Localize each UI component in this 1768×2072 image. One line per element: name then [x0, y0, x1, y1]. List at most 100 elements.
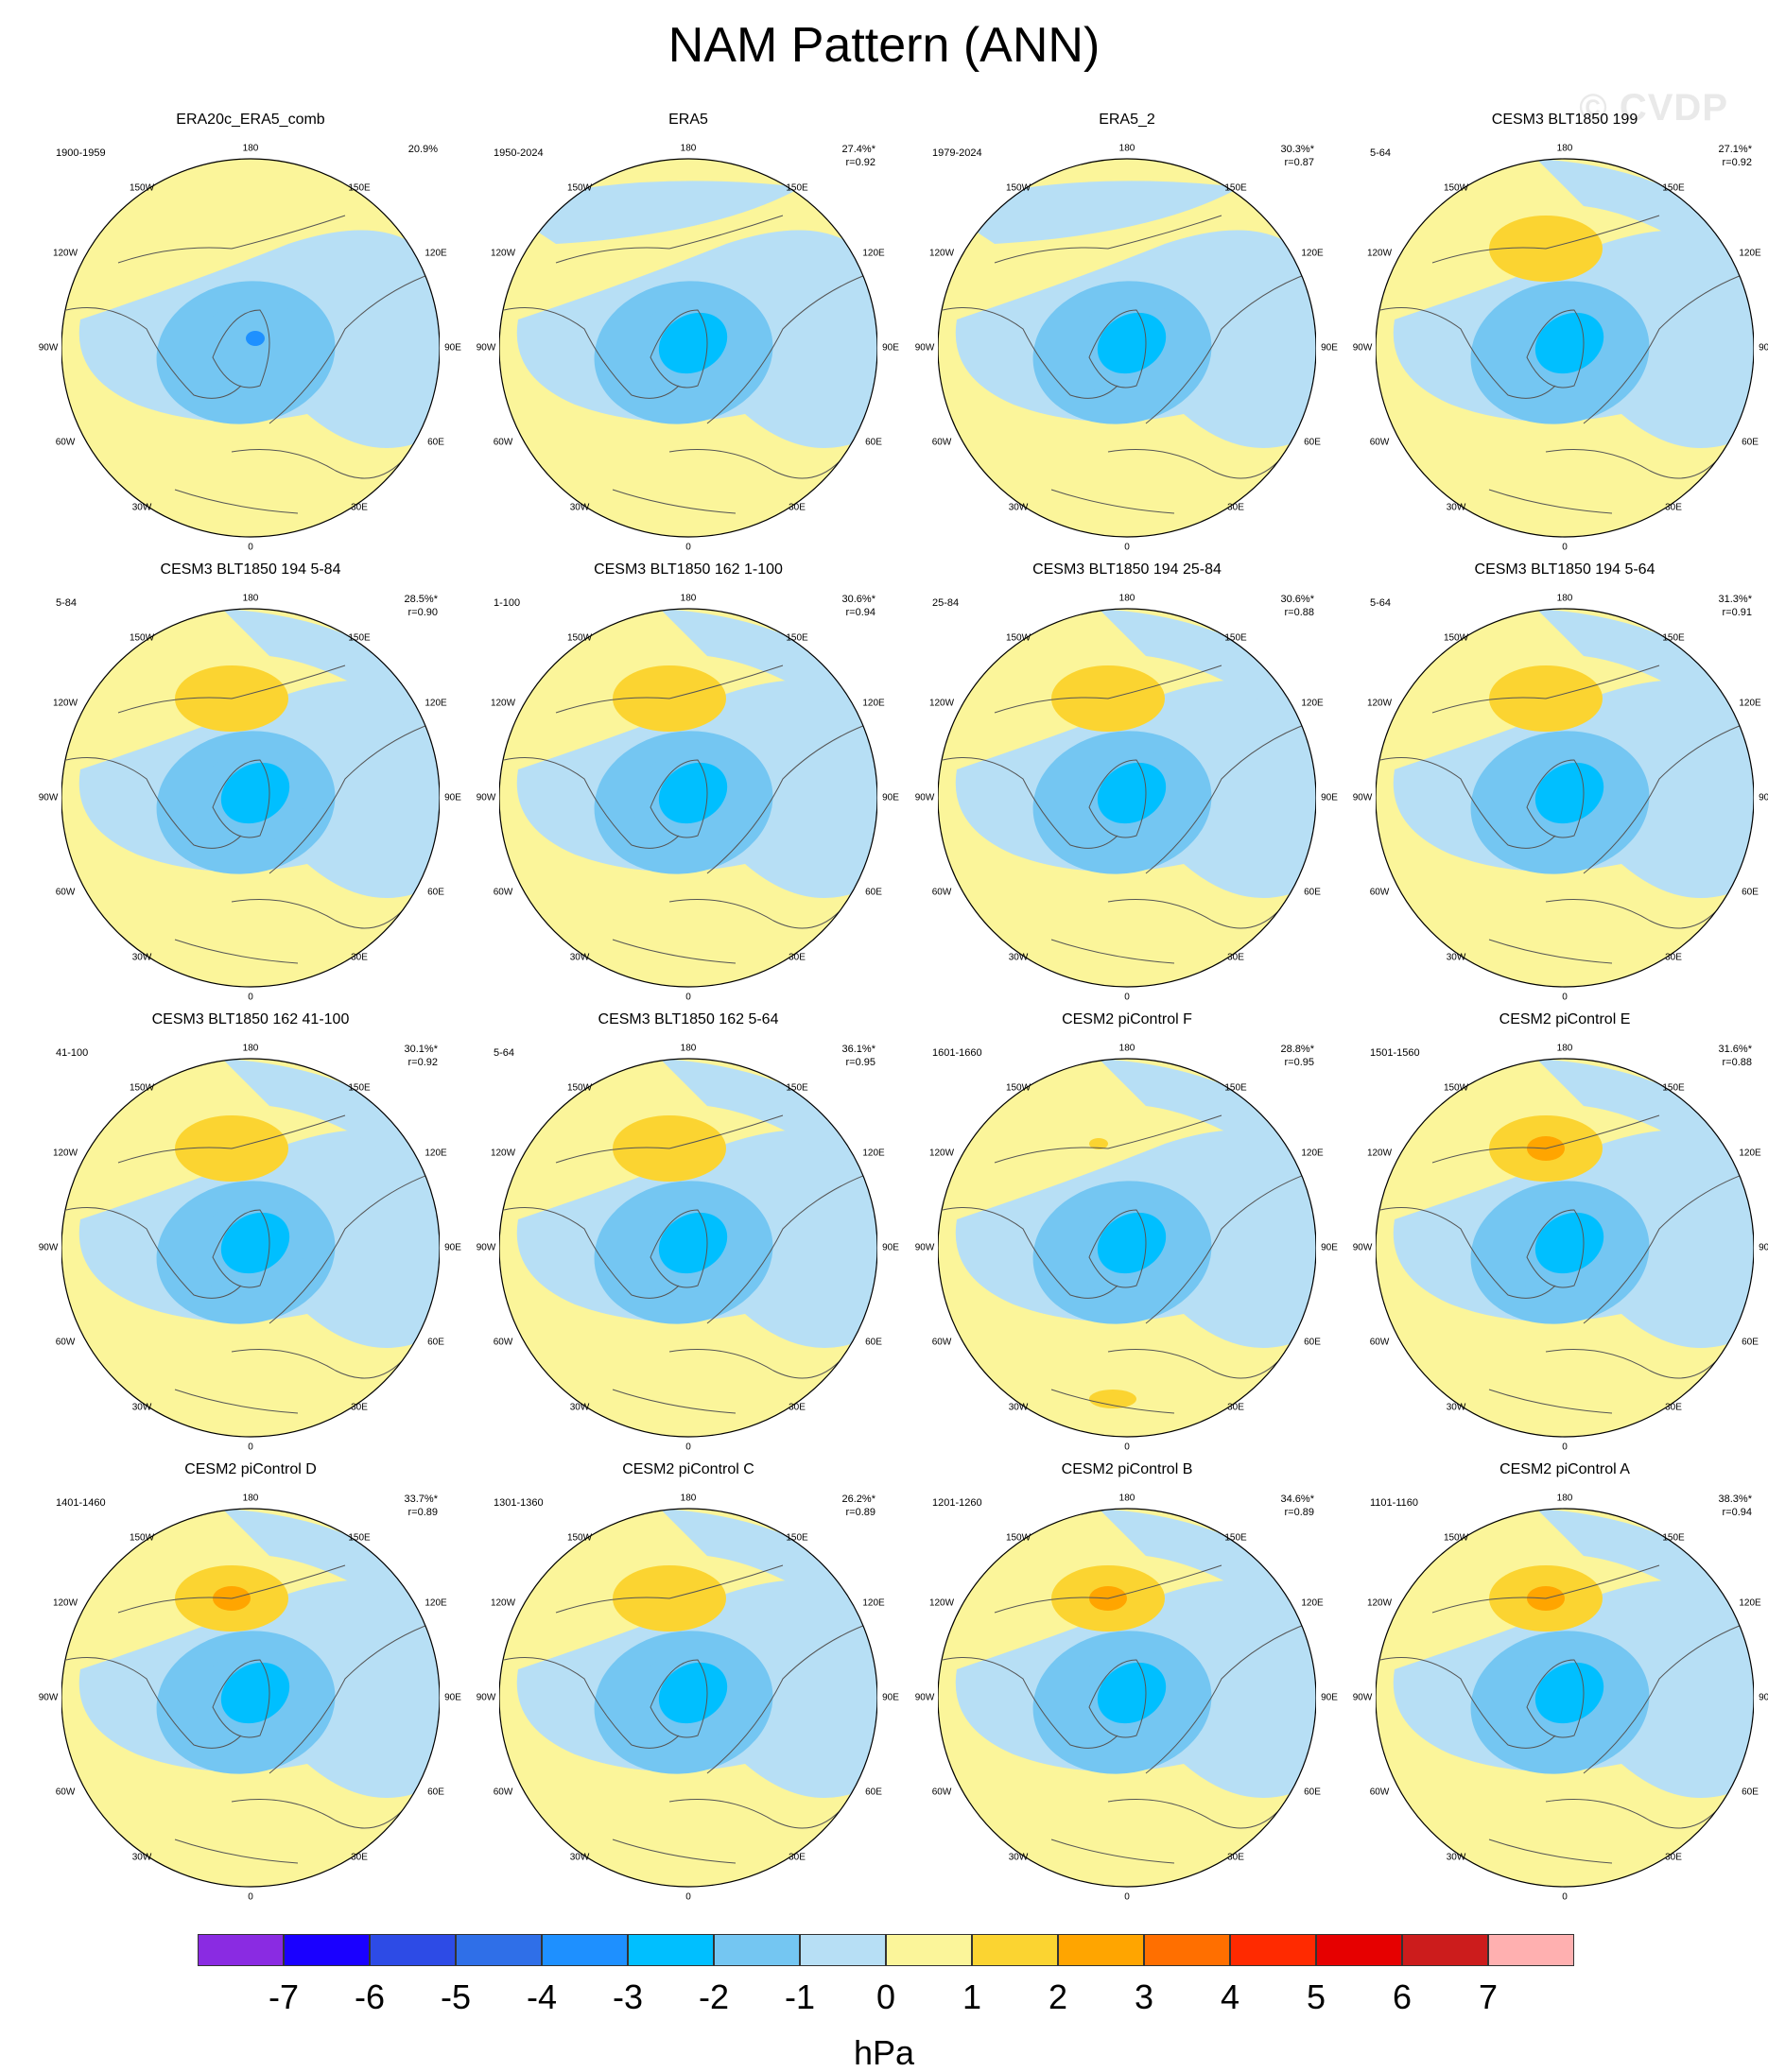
longitude-label: 60W: [55, 1787, 76, 1798]
longitude-label: 90W: [914, 1692, 935, 1703]
panel-period: 1979-2024: [932, 147, 982, 159]
coastlines: [1379, 665, 1750, 964]
longitude-label: 60W: [493, 887, 513, 898]
longitude-label: 0: [248, 1891, 253, 1903]
map-panel: CESM2 piControl A 1101-1160 38.3%* r=0.94 18…: [1353, 1461, 1768, 1903]
map-border: [1376, 1508, 1754, 1888]
panel-period: 1401-1460: [56, 1497, 106, 1509]
panel-pattern-correlation: r=0.90: [407, 607, 439, 618]
polar-map: [1376, 1058, 1754, 1438]
panel-period: 1101-1160: [1370, 1497, 1418, 1509]
coastlines: [65, 1114, 436, 1414]
longitude-label: 90W: [914, 1242, 935, 1253]
map-border: [61, 158, 440, 538]
colorbar-swatch: [972, 1934, 1058, 1966]
map-panel: CESM2 piControl B 1201-1260 34.6%* r=0.89 18…: [915, 1461, 1338, 1903]
longitude-label: 150W: [129, 182, 155, 194]
panel-pattern-correlation: r=0.89: [407, 1507, 439, 1518]
longitude-label: 60E: [865, 887, 882, 898]
longitude-label: 30E: [351, 1402, 368, 1413]
polar-map: [1376, 158, 1754, 538]
polar-map: [499, 1058, 877, 1438]
longitude-label: 150E: [1662, 632, 1685, 644]
colorbar-tick-label: 4: [1220, 1977, 1240, 2016]
panel-variance-pct: 20.9%: [407, 144, 438, 155]
panel-period: 1201-1260: [932, 1497, 982, 1509]
panel-title: CESM3 BLT1850 199: [1491, 112, 1638, 128]
colorbar-tick-label: 7: [1478, 1977, 1499, 2016]
low-pressure-core: [220, 762, 290, 824]
longitude-label: 30E: [1665, 1402, 1682, 1413]
longitude-label: 30W: [131, 1852, 152, 1863]
map-panel: ERA20c_ERA5_comb 1900-1959 20.9% 180 0 150W 12…: [39, 112, 461, 553]
polar-map: [61, 158, 440, 538]
map-panel: CESM3 BLT1850 194 5-84 5-84 28.5%* r=0.90 18…: [39, 561, 461, 1003]
longitude-label: 90E: [882, 1242, 899, 1253]
colorbar-units: hPa: [853, 2033, 915, 2072]
polar-map: [1376, 608, 1754, 988]
panel-variance-pct: 28.5%*: [404, 594, 438, 605]
longitude-label: 60W: [931, 1337, 952, 1348]
panel-variance-pct: 30.6%*: [841, 594, 875, 605]
colorbar-tick-label: 5: [1306, 1977, 1326, 2016]
coastlines: [942, 1114, 1312, 1414]
longitude-label: 150E: [1224, 1532, 1247, 1544]
longitude-label: 30W: [1008, 1852, 1029, 1863]
longitude-label: 180: [680, 1043, 697, 1054]
longitude-label: 150E: [348, 632, 371, 644]
panel-title: CESM2 piControl E: [1499, 1011, 1631, 1027]
longitude-label: 90W: [1352, 792, 1373, 803]
panel-variance-pct: 34.6%*: [1280, 1494, 1314, 1505]
longitude-label: 150W: [566, 182, 593, 194]
longitude-label: 30E: [1227, 1402, 1244, 1413]
longitude-label: 180: [1556, 1493, 1573, 1504]
colorbar-swatch: [456, 1934, 542, 1966]
panel-pattern-correlation: r=0.92: [1722, 157, 1753, 168]
longitude-label: 180: [242, 1493, 259, 1504]
colorbar-swatch: [714, 1934, 800, 1966]
panel-title: CESM3 BLT1850 194 5-64: [1474, 561, 1655, 578]
negative-anomaly-region: [1099, 609, 1316, 741]
longitude-label: 30E: [789, 1852, 806, 1863]
longitude-label: 120W: [1366, 698, 1393, 709]
panel-title: ERA5_2: [1099, 112, 1155, 128]
longitude-label: 150W: [566, 1082, 593, 1094]
longitude-label: 120E: [1301, 248, 1324, 259]
panel-title: CESM2 piControl A: [1499, 1461, 1630, 1477]
panel-period: 1900-1959: [56, 147, 106, 159]
coastlines: [65, 1564, 436, 1864]
longitude-label: 150W: [1005, 632, 1031, 644]
colorbar-swatch: [1058, 1934, 1144, 1966]
longitude-label: 90W: [1352, 1242, 1373, 1253]
map-border: [1376, 158, 1754, 538]
panel-pattern-correlation: r=0.88: [1722, 1057, 1753, 1068]
longitude-label: 150W: [1005, 1082, 1031, 1094]
panel-pattern-correlation: r=0.91: [1722, 607, 1753, 618]
longitude-label: 30W: [131, 952, 152, 963]
polar-map: [499, 608, 877, 988]
colorbar-swatch: [800, 1934, 886, 1966]
longitude-label: 150W: [1443, 1532, 1469, 1544]
longitude-label: 150E: [1224, 182, 1247, 194]
coastlines: [503, 665, 874, 964]
longitude-label: 120E: [425, 1597, 447, 1609]
low-pressure-contour-2: [195, 299, 306, 397]
panel-period: 5-84: [56, 597, 78, 609]
negative-anomaly-region: [1536, 1059, 1754, 1191]
panel-variance-pct: 26.2%*: [841, 1494, 875, 1505]
low-pressure-core: [1097, 1212, 1167, 1274]
longitude-label: 90W: [38, 1692, 59, 1703]
panel-pattern-correlation: r=0.89: [845, 1507, 876, 1518]
panel-variance-pct: 28.8%*: [1280, 1044, 1314, 1055]
longitude-label: 60W: [493, 1787, 513, 1798]
polar-map: [938, 1058, 1316, 1438]
colorbar-tick-label: -2: [698, 1977, 730, 2016]
longitude-label: 30W: [1008, 952, 1029, 963]
polar-map: [938, 1508, 1316, 1888]
longitude-label: 150W: [129, 632, 155, 644]
longitude-label: 90E: [882, 342, 899, 354]
colorbar-tick-label: 3: [1134, 1977, 1154, 2016]
longitude-label: 90E: [444, 342, 461, 354]
map-border: [499, 1508, 877, 1888]
low-pressure-core: [246, 331, 265, 346]
